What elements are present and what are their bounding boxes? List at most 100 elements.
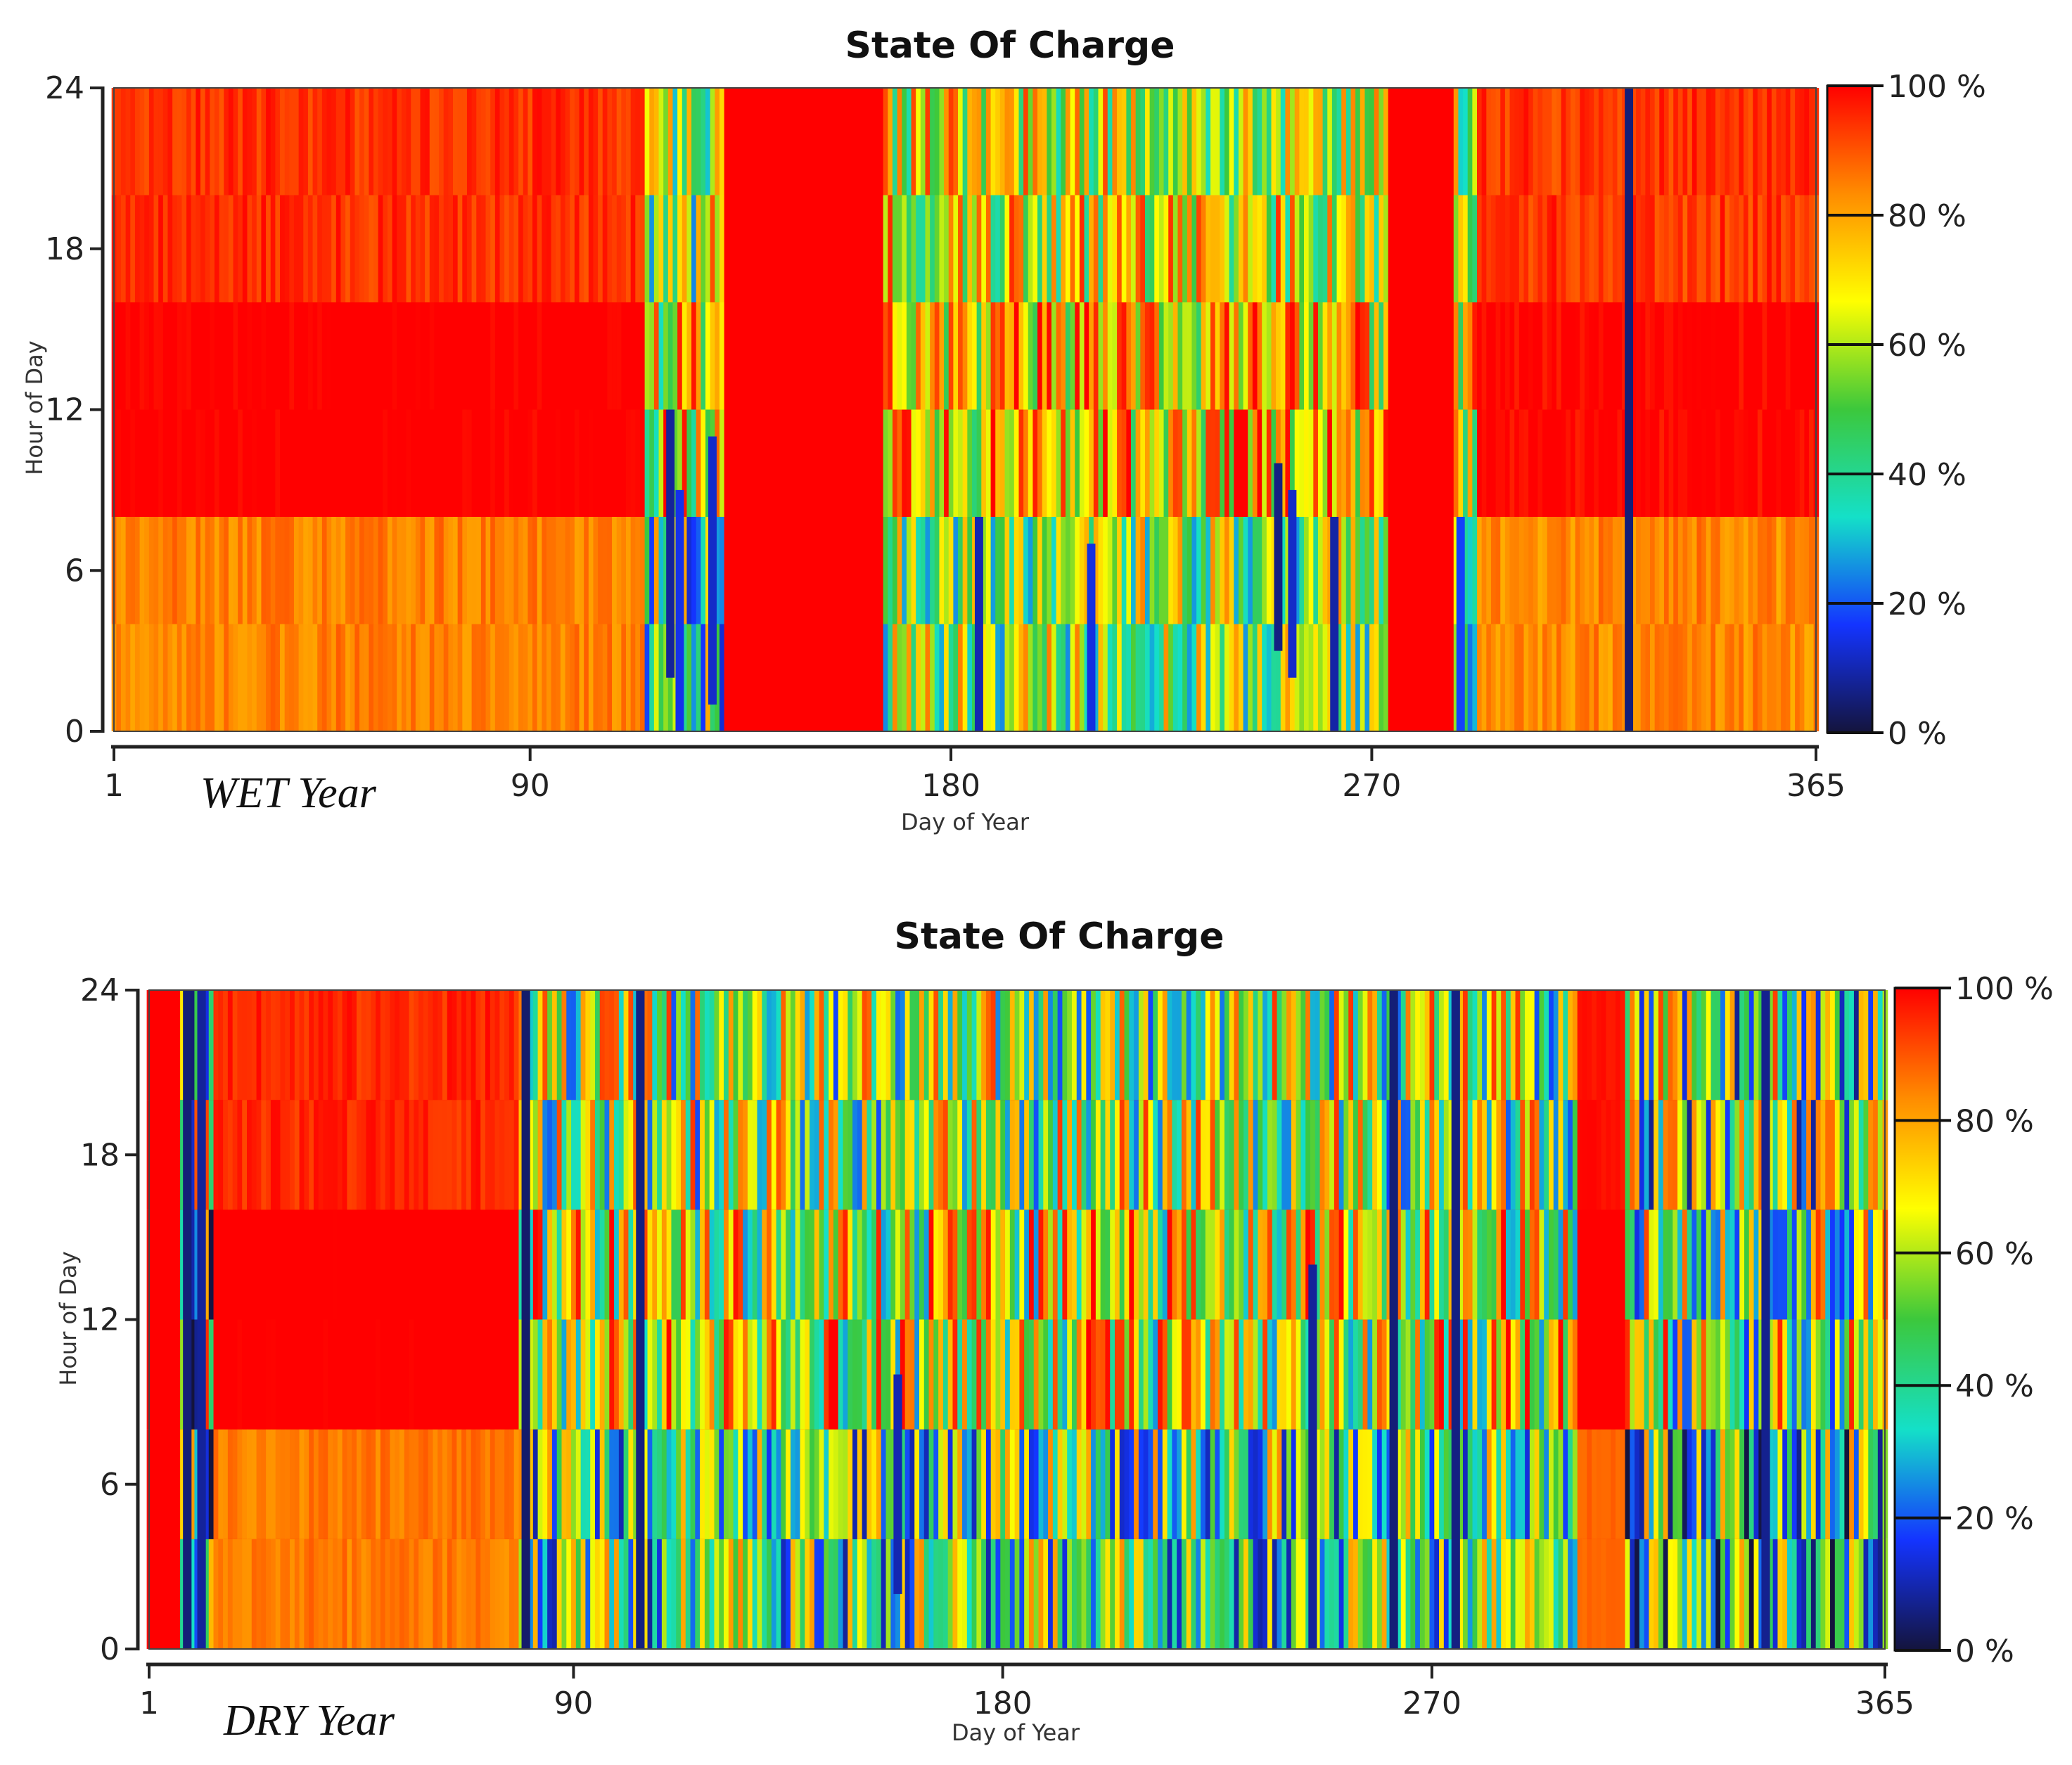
heatmap-cell <box>485 195 492 302</box>
heatmap-cell <box>1338 990 1345 1100</box>
heatmap-cell <box>1086 1209 1092 1320</box>
heatmap-cell <box>1158 409 1165 517</box>
heatmap-cell <box>1191 1319 1197 1430</box>
heatmap-cell <box>1677 88 1684 195</box>
heatmap-cell <box>1167 1319 1173 1430</box>
heatmap-cell <box>1853 1100 1860 1210</box>
heatmap-cell <box>824 1319 830 1430</box>
heatmap-cell <box>1206 195 1211 302</box>
heatmap-cell <box>1322 624 1329 731</box>
heatmap-cell <box>144 624 150 731</box>
heatmap-cell <box>513 1319 520 1430</box>
heatmap-cell <box>1271 195 1277 302</box>
heatmap-cell <box>843 1100 849 1210</box>
heatmap-cell <box>1815 1539 1822 1649</box>
heatmap-cell <box>326 195 333 302</box>
heatmap-cell <box>803 195 810 302</box>
heatmap-cell <box>307 624 314 731</box>
heatmap-cell <box>1168 88 1174 195</box>
heatmap-cell <box>1481 195 1488 302</box>
heatmap-cell <box>1196 517 1202 624</box>
heatmap-cell <box>934 195 940 302</box>
heatmap-cell <box>1486 1100 1492 1210</box>
heatmap-cell <box>1696 1539 1702 1649</box>
heatmap-cell <box>1322 195 1329 302</box>
heatmap-cell <box>285 1429 290 1539</box>
heatmap-cell <box>1362 1429 1369 1539</box>
heatmap-cell <box>242 409 248 517</box>
heatmap-cell <box>876 1319 882 1430</box>
heatmap-cell <box>588 624 594 731</box>
heatmap-cell <box>691 302 697 410</box>
heatmap-cell <box>1692 1209 1698 1320</box>
heatmap-cell <box>1115 990 1120 1100</box>
heatmap-cell <box>447 1319 453 1430</box>
x-tick-label: 365 <box>1855 1686 1914 1721</box>
heatmap-cell <box>1038 1100 1044 1210</box>
heatmap-cell <box>1126 302 1132 410</box>
heatmap-cell <box>1477 409 1483 517</box>
heatmap-cell <box>677 302 683 410</box>
heatmap-cell <box>1107 302 1113 410</box>
heatmap-cell <box>1105 1100 1111 1210</box>
heatmap-cell <box>1252 517 1258 624</box>
heatmap-cell <box>158 624 164 731</box>
heatmap-cell <box>947 990 954 1100</box>
heatmap-cell <box>775 195 781 302</box>
heatmap-cell <box>953 88 959 195</box>
heatmap-cell <box>1253 1100 1259 1210</box>
heatmap-cell <box>1636 88 1642 195</box>
heatmap-cell <box>364 517 370 624</box>
heatmap-cell <box>747 1209 753 1320</box>
heatmap-cell <box>219 88 225 195</box>
heatmap-cell <box>1776 517 1782 624</box>
heatmap-cell <box>186 624 192 731</box>
heatmap-cell <box>1463 88 1469 195</box>
heatmap-cell <box>1799 88 1805 195</box>
heatmap-cell <box>855 517 861 624</box>
heatmap-cell <box>1439 517 1445 624</box>
heatmap-cell <box>1544 1100 1549 1210</box>
heatmap-cell <box>406 517 412 624</box>
heatmap-cell <box>270 517 276 624</box>
heatmap-cell <box>1858 1539 1865 1649</box>
heatmap-cell <box>1067 1100 1073 1210</box>
heatmap-cell <box>434 302 440 410</box>
heatmap-cell <box>1472 1319 1478 1430</box>
heatmap-cell <box>1853 990 1860 1100</box>
heatmap-cell <box>1534 1539 1540 1649</box>
heatmap-cell <box>565 409 571 517</box>
heatmap-cell <box>1577 1319 1583 1430</box>
heatmap-cell <box>676 990 682 1100</box>
heatmap-cell <box>1313 302 1319 410</box>
heatmap-cell <box>1115 1539 1120 1649</box>
heatmap-cell <box>985 517 992 624</box>
heatmap-cell <box>1500 517 1506 624</box>
heatmap-cell <box>480 990 486 1100</box>
heatmap-cell <box>475 1539 482 1649</box>
heatmap-cell <box>857 1209 863 1320</box>
heatmap-cell <box>237 1209 243 1320</box>
heatmap-cell <box>1196 1429 1201 1539</box>
heatmap-cell <box>824 990 830 1100</box>
heatmap-cell <box>1257 88 1263 195</box>
heatmap-cell <box>738 517 744 624</box>
colorbar-tick-label: 40 % <box>1888 457 1967 493</box>
heatmap-cell <box>738 409 744 517</box>
heatmap-cell <box>490 88 496 195</box>
heatmap-cell <box>808 517 814 624</box>
heatmap-cell <box>1659 88 1665 195</box>
heatmap-cell <box>442 1319 448 1430</box>
heatmap-cell <box>366 1100 372 1210</box>
colorbar-tick-label: 80 % <box>1955 1103 2034 1139</box>
heatmap-cell <box>1243 302 1249 410</box>
heatmap-cell <box>433 1209 439 1320</box>
heatmap-cell <box>170 1429 177 1539</box>
heatmap-cell <box>1372 1209 1378 1320</box>
heatmap-cell <box>151 1539 158 1649</box>
heatmap-cell <box>1294 409 1300 517</box>
heatmap-cell <box>1839 990 1846 1100</box>
heatmap-cell <box>333 1319 338 1430</box>
heatmap-cell <box>995 990 1002 1100</box>
heatmap-cell <box>180 1429 186 1539</box>
